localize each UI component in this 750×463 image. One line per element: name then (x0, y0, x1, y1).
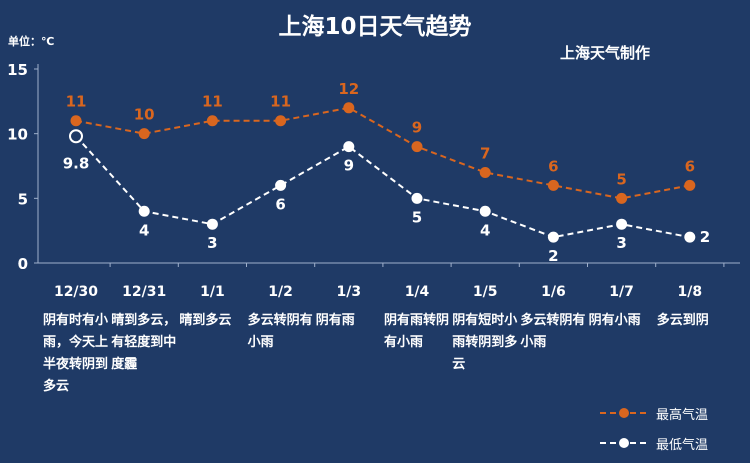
data-point-high (684, 179, 696, 191)
data-point-low (411, 192, 423, 204)
x-tick-label: 12/31 (122, 284, 166, 300)
data-label-low: 9 (344, 157, 354, 175)
data-point-low (138, 205, 150, 217)
y-axis-unit-label: 单位：℃ (8, 34, 54, 48)
data-point-low (206, 218, 218, 230)
weather-description: 晴到多云，有轻度到中度霾 (111, 313, 177, 372)
data-point-low (343, 141, 355, 153)
y-tick-label: 5 (18, 190, 28, 208)
x-tick-label: 1/7 (609, 284, 634, 300)
y-tick-label: 0 (18, 255, 28, 273)
x-tick-label: 1/5 (473, 284, 498, 300)
x-tick-label: 1/1 (200, 284, 225, 300)
data-point-high (411, 141, 423, 153)
data-label-high: 6 (685, 157, 695, 175)
legend-low-symbol (598, 436, 650, 450)
weather-description: 阴有短时小雨转阴到多云 (452, 313, 518, 372)
data-label-low: 9.8 (63, 154, 90, 172)
x-tick-label: 1/6 (541, 284, 566, 300)
data-point-high (206, 115, 218, 127)
x-tick-label: 12/30 (54, 284, 98, 300)
data-point-low (616, 218, 628, 230)
data-point-high (70, 115, 82, 127)
chart-title: 上海10日天气趋势 (278, 13, 471, 40)
weather-description: 多云转阴有小雨 (247, 313, 313, 350)
data-label-low: 2 (548, 247, 558, 265)
data-label-low: 3 (616, 234, 626, 252)
data-label-low: 6 (275, 195, 285, 213)
data-label-high: 7 (480, 144, 490, 162)
y-tick-label: 10 (7, 126, 28, 144)
weather-description: 多云转阴有小雨 (520, 313, 586, 350)
legend: 最高气温 最低气温 (598, 398, 708, 458)
weather-description: 阴有时有小雨，今天上半夜转阴到多云 (43, 313, 109, 394)
legend-high-symbol (598, 406, 650, 420)
weather-description: 多云到阴 (656, 313, 709, 328)
data-point-high (616, 192, 628, 204)
data-label-low: 4 (139, 221, 149, 239)
data-point-low (547, 231, 559, 243)
x-tick-label: 1/3 (336, 284, 361, 300)
data-point-low (69, 129, 83, 144)
legend-item-low: 最低气温 (598, 428, 708, 458)
x-tick-label: 1/4 (405, 284, 430, 300)
data-label-high: 11 (202, 93, 223, 111)
data-label-high: 11 (270, 93, 291, 111)
x-tick-label: 1/8 (677, 284, 702, 300)
weather-description: 阴有雨转阴有小雨 (384, 313, 450, 350)
chart-source: 上海天气制作 (560, 44, 650, 62)
data-point-low (479, 205, 491, 217)
weather-description: 阴有雨 (315, 313, 355, 328)
series-line-high (75, 106, 690, 200)
data-label-high: 12 (338, 80, 359, 98)
data-label-low: 3 (207, 234, 217, 252)
data-label-low: 5 (412, 208, 422, 226)
data-label-high: 6 (548, 157, 558, 175)
data-point-high (479, 166, 491, 178)
data-point-high (275, 115, 287, 127)
legend-low-label: 最低气温 (656, 437, 709, 453)
legend-item-high: 最高气温 (598, 398, 708, 428)
data-label-low: 4 (480, 221, 490, 239)
data-label-high: 10 (134, 106, 155, 124)
weather-description: 阴有小雨 (588, 313, 641, 328)
data-label-high: 5 (616, 170, 626, 188)
data-label-high: 11 (66, 93, 87, 111)
series-line-low (75, 135, 690, 239)
weather-description: 晴到多云 (179, 313, 232, 328)
data-point-high (138, 128, 150, 140)
x-tick-label: 1/2 (268, 284, 293, 300)
legend-high-label: 最高气温 (656, 407, 709, 423)
data-label-low: 2 (700, 228, 710, 246)
data-point-low (275, 179, 287, 191)
data-label-high: 9 (412, 119, 422, 137)
y-tick-label: 15 (7, 61, 28, 79)
data-point-low (684, 231, 696, 243)
data-point-high (343, 102, 355, 114)
data-point-high (547, 179, 559, 191)
